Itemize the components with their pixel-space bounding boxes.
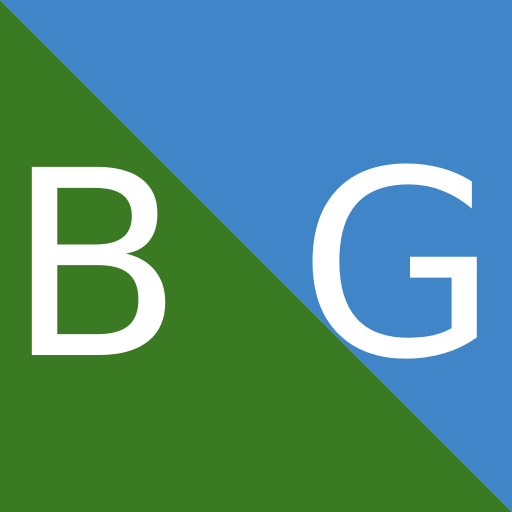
letter-b: B [7,116,184,416]
letter-g: G [298,116,498,416]
